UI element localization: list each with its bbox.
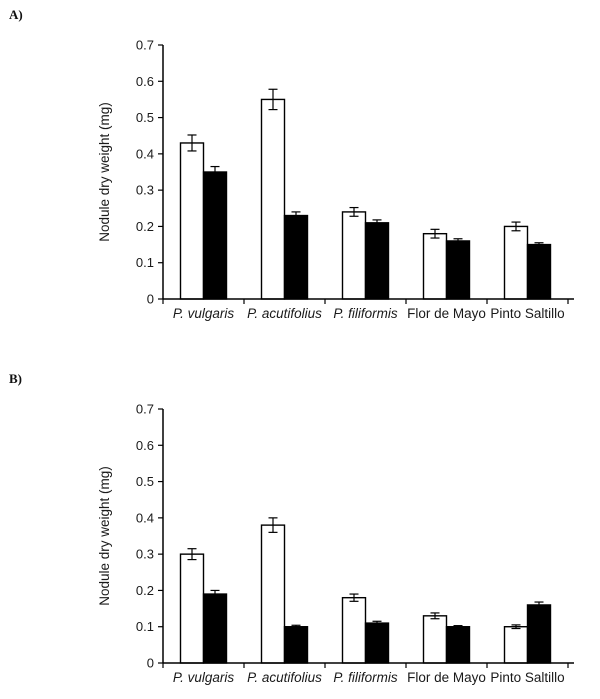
y-tick-label: 0.4	[136, 146, 154, 161]
x-category-label: P. vulgaris	[173, 306, 235, 321]
x-category-label: P. filiformis	[333, 306, 398, 321]
y-tick-label: 0	[147, 292, 154, 307]
panel-a: A) P. vulgaris P. acutifolius P. filiformi…	[0, 0, 600, 340]
panel-a-label: A)	[9, 7, 23, 22]
x-category-label: P. vulgaris	[173, 670, 235, 685]
y-axis-title: Nodule dry weight (mg)	[97, 102, 112, 242]
x-category-label: Pinto Saltillo	[490, 306, 564, 321]
panel-a-chart: P. vulgaris P. acutifolius P. filiformis Fl…	[97, 38, 574, 321]
bar-open	[260, 98, 286, 300]
bar-open	[341, 211, 367, 300]
bar-open	[179, 142, 205, 300]
y-tick-label: 0.5	[136, 474, 154, 489]
bar-filled	[526, 243, 552, 300]
bar-open	[341, 596, 367, 664]
panel-b-label: B)	[9, 371, 22, 386]
bar-filled	[283, 626, 309, 664]
y-axis-title: Nodule dry weight (mg)	[97, 466, 112, 606]
y-tick-label: 0.1	[136, 255, 154, 270]
x-category-label: P. filiformis	[333, 670, 398, 685]
y-tick-label: 0.3	[136, 547, 154, 562]
y-tick-label: 0.5	[136, 110, 154, 125]
x-category-label: Pinto Saltillo	[490, 670, 564, 685]
x-category-label: Flor de Mayo	[407, 306, 486, 321]
x-category-label: Flor de Mayo	[407, 670, 486, 685]
bar-filled	[202, 171, 228, 300]
y-tick-label: 0.6	[136, 438, 154, 453]
bar-open	[422, 615, 448, 664]
y-tick-label: 0.3	[136, 183, 154, 198]
y-tick-label: 0.1	[136, 619, 154, 634]
y-tick-label: 0.2	[136, 219, 154, 234]
bar-filled	[202, 593, 228, 664]
y-tick-label: 0	[147, 656, 154, 671]
x-category-label: P. acutifolius	[247, 670, 322, 685]
bar-open	[422, 232, 448, 300]
bar-open	[503, 225, 529, 300]
bar-filled	[364, 622, 390, 664]
bar-open	[179, 553, 205, 664]
panel-b-chart: P. vulgaris P. acutifolius P. filiformis Fl…	[97, 402, 574, 685]
y-tick-label: 0.7	[136, 402, 154, 417]
bar-filled	[283, 214, 309, 300]
y-tick-label: 0.7	[136, 38, 154, 53]
x-category-label: P. acutifolius	[247, 306, 322, 321]
y-tick-label: 0.6	[136, 74, 154, 89]
y-tick-label: 0.4	[136, 510, 154, 525]
bar-filled	[445, 626, 471, 664]
panel-b: B) P. vulgaris P. acutifolius P. filiformi…	[0, 364, 600, 699]
bar-filled	[364, 222, 390, 300]
y-tick-label: 0.2	[136, 583, 154, 598]
bar-open	[503, 626, 529, 664]
bar-filled	[445, 240, 471, 300]
bar-filled	[526, 604, 552, 664]
bar-open	[260, 524, 286, 664]
